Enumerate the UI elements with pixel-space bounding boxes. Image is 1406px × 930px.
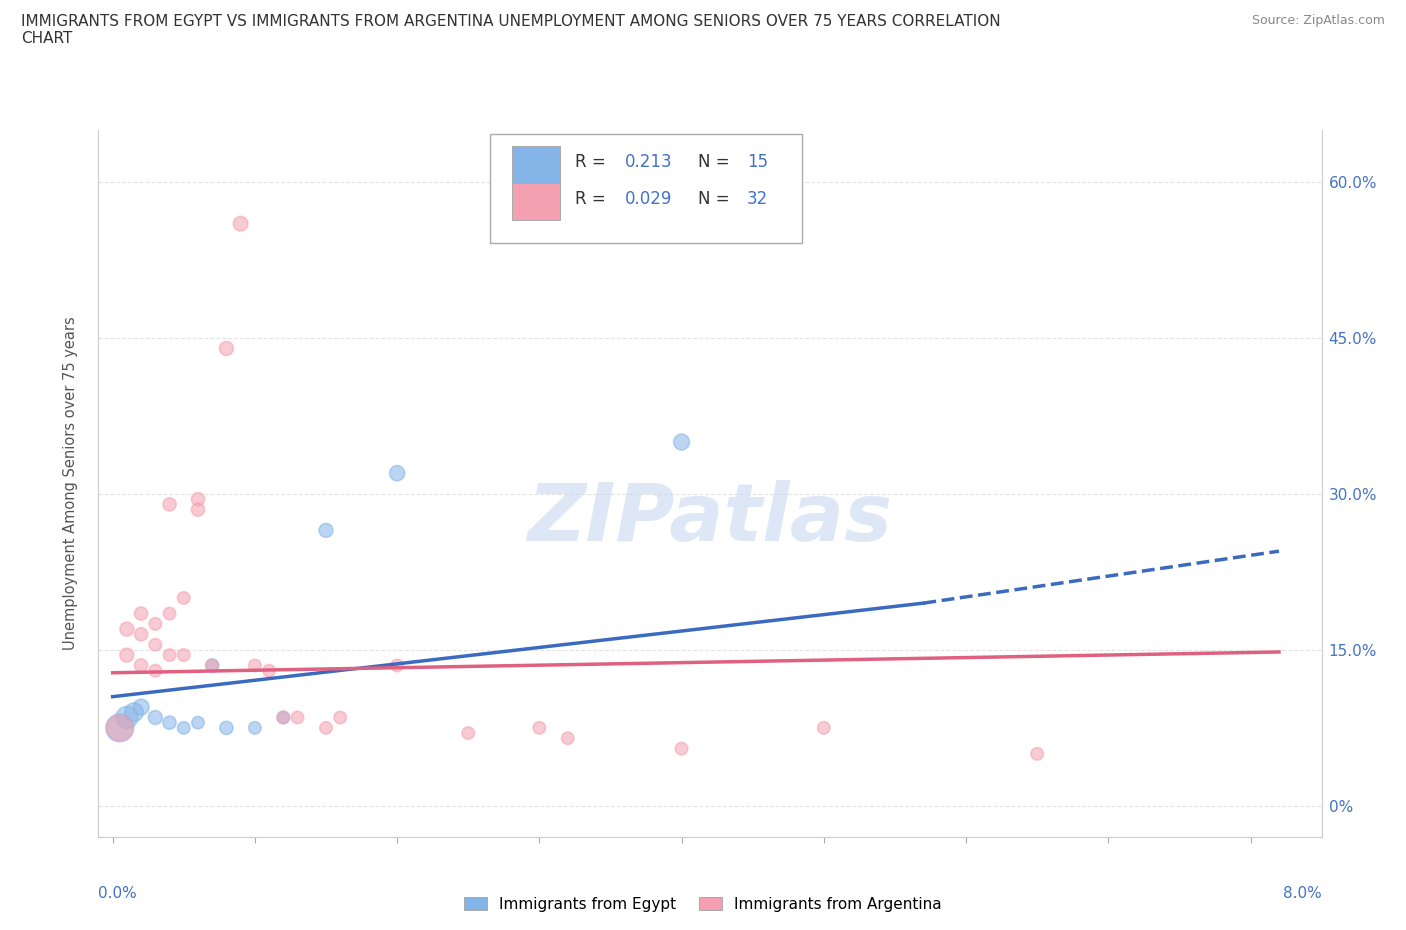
Point bbox=[143, 617, 166, 631]
Point bbox=[229, 217, 252, 232]
Point bbox=[187, 492, 209, 507]
Point bbox=[129, 606, 152, 621]
Point bbox=[243, 658, 266, 673]
Text: ZIPatlas: ZIPatlas bbox=[527, 480, 893, 558]
Text: 15: 15 bbox=[747, 153, 768, 171]
Point bbox=[115, 647, 138, 662]
FancyBboxPatch shape bbox=[489, 134, 801, 244]
Text: CHART: CHART bbox=[21, 31, 73, 46]
Point bbox=[215, 721, 238, 736]
Point bbox=[273, 710, 295, 724]
Point bbox=[143, 663, 166, 678]
Point bbox=[187, 502, 209, 517]
Point bbox=[385, 658, 408, 673]
Text: N =: N = bbox=[697, 153, 735, 171]
Point bbox=[315, 721, 337, 736]
Y-axis label: Unemployment Among Seniors over 75 years: Unemployment Among Seniors over 75 years bbox=[63, 317, 77, 650]
Point bbox=[1026, 747, 1049, 762]
Point bbox=[329, 710, 352, 724]
Point bbox=[187, 715, 209, 730]
FancyBboxPatch shape bbox=[512, 183, 560, 220]
Point bbox=[257, 663, 280, 678]
Text: R =: R = bbox=[575, 191, 612, 208]
Point bbox=[159, 606, 181, 621]
Point bbox=[129, 627, 152, 642]
Point bbox=[115, 710, 138, 724]
Point bbox=[315, 523, 337, 538]
Point bbox=[385, 466, 408, 481]
Point bbox=[273, 710, 295, 724]
Point bbox=[457, 725, 479, 740]
Text: N =: N = bbox=[697, 191, 735, 208]
Point bbox=[129, 658, 152, 673]
Point bbox=[159, 647, 181, 662]
Point bbox=[813, 721, 835, 736]
FancyBboxPatch shape bbox=[512, 146, 560, 182]
Text: 32: 32 bbox=[747, 191, 768, 208]
Point bbox=[287, 710, 309, 724]
Point bbox=[173, 647, 195, 662]
Point bbox=[122, 705, 145, 720]
Point bbox=[108, 721, 131, 736]
Text: 0.029: 0.029 bbox=[624, 191, 672, 208]
Point bbox=[671, 434, 693, 449]
Point bbox=[201, 658, 224, 673]
Point bbox=[243, 721, 266, 736]
Text: R =: R = bbox=[575, 153, 612, 171]
Text: Source: ZipAtlas.com: Source: ZipAtlas.com bbox=[1251, 14, 1385, 27]
Point bbox=[671, 741, 693, 756]
Point bbox=[129, 699, 152, 714]
Point bbox=[173, 721, 195, 736]
Text: 8.0%: 8.0% bbox=[1282, 886, 1322, 901]
Point bbox=[557, 731, 579, 746]
Text: IMMIGRANTS FROM EGYPT VS IMMIGRANTS FROM ARGENTINA UNEMPLOYMENT AMONG SENIORS OV: IMMIGRANTS FROM EGYPT VS IMMIGRANTS FROM… bbox=[21, 14, 1001, 29]
Point bbox=[108, 721, 131, 736]
Point bbox=[173, 591, 195, 605]
Point bbox=[159, 715, 181, 730]
Text: 0.213: 0.213 bbox=[624, 153, 672, 171]
Legend: Immigrants from Egypt, Immigrants from Argentina: Immigrants from Egypt, Immigrants from A… bbox=[458, 890, 948, 918]
Point bbox=[529, 721, 551, 736]
Point bbox=[159, 497, 181, 512]
Text: 0.0%: 0.0% bbox=[98, 886, 138, 901]
Point bbox=[115, 621, 138, 636]
Point bbox=[143, 710, 166, 724]
Point bbox=[215, 341, 238, 356]
Point bbox=[201, 658, 224, 673]
Point bbox=[143, 637, 166, 652]
